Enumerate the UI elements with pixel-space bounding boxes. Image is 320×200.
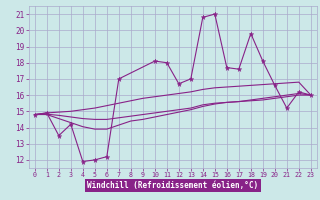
X-axis label: Windchill (Refroidissement éolien,°C): Windchill (Refroidissement éolien,°C) xyxy=(87,181,258,190)
